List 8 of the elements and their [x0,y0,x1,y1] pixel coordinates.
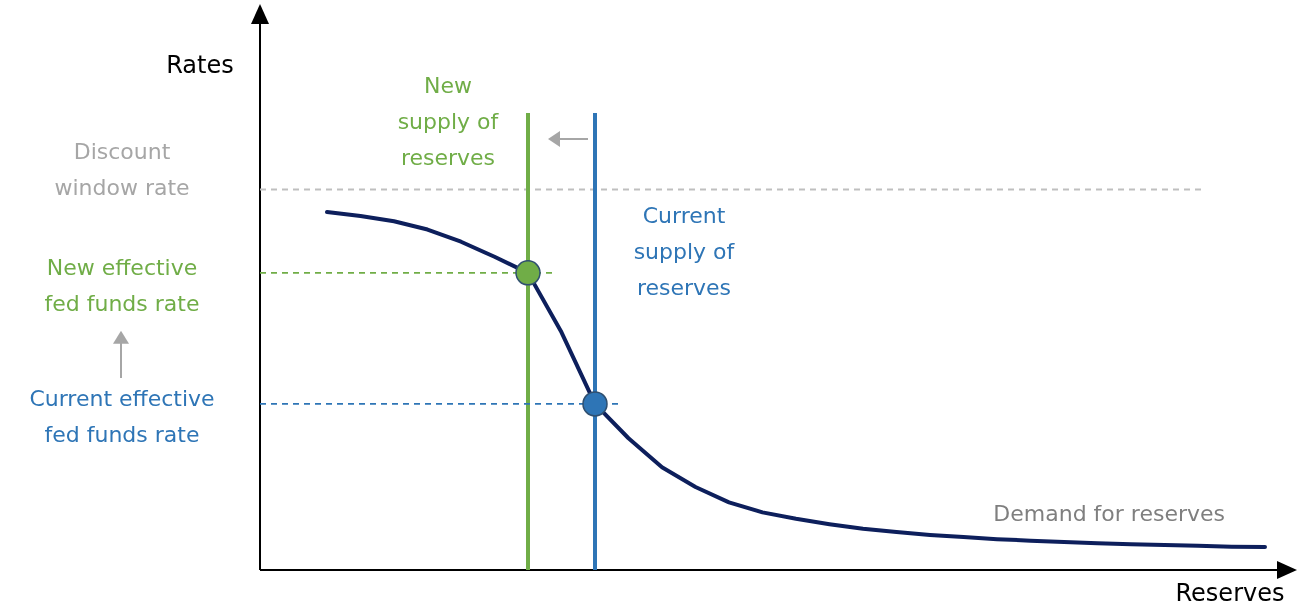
ref-line-label: Discount window rate [54,139,190,201]
text: Rates [166,51,234,79]
annotation: Current supply of reserves [633,203,736,300]
text: New supply of reserves [397,73,500,170]
ref-line-label: New effective fed funds rate [44,254,200,316]
ref-line-label: Current effective fed funds rate [29,385,215,447]
series-label: Demand for reserves [993,501,1225,527]
x-axis-title: Reserves [1175,579,1285,607]
